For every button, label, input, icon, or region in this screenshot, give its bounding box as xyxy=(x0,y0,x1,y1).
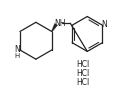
Text: N: N xyxy=(15,45,20,54)
Text: N: N xyxy=(102,20,107,29)
Polygon shape xyxy=(51,23,58,32)
Text: HCl: HCl xyxy=(77,69,90,78)
Text: H: H xyxy=(15,53,20,59)
Text: HCl: HCl xyxy=(77,78,90,87)
Text: NH: NH xyxy=(54,19,65,28)
Text: HCl: HCl xyxy=(77,60,90,68)
